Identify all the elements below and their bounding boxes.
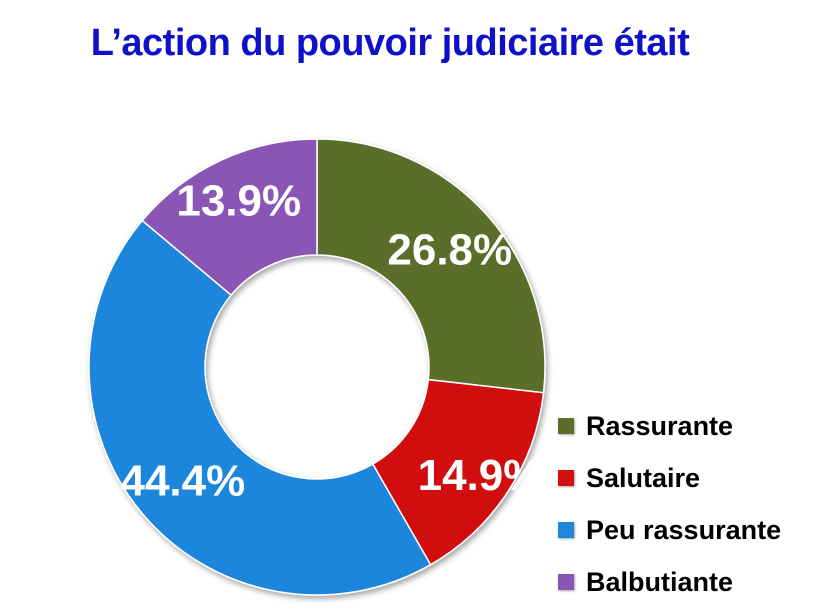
legend-label: Balbutiante <box>586 566 734 597</box>
legend-swatch <box>558 418 574 434</box>
legend-item-rassurante: Rassurante <box>558 400 781 452</box>
slice-balbutiante <box>141 138 318 297</box>
legend-swatch <box>558 574 574 590</box>
legend-swatch <box>558 522 574 538</box>
chart-title: L’action du pouvoir judiciaire était <box>90 22 690 64</box>
legend-item-peu-rassurante: Peu rassurante <box>558 504 781 556</box>
slice-rassurante <box>316 138 546 394</box>
legend-item-salutaire: Salutaire <box>558 452 781 504</box>
legend-label: Peu rassurante <box>586 514 782 545</box>
legend-item-balbutiante: Balbutiante <box>558 556 781 608</box>
legend-swatch <box>558 470 574 486</box>
slice-label-rassurante: 26.8% <box>387 225 512 274</box>
legend-label: Rassurante <box>586 410 734 441</box>
slice-label-salutaire: 14.9% <box>418 451 543 500</box>
slice-salutaire <box>371 378 545 566</box>
chart-legend: Rassurante Salutaire Peu rassurante Balbuti… <box>558 400 781 608</box>
slice-label-peu-rassurante: 44.4% <box>120 456 245 505</box>
slice-label-balbutiante: 13.9% <box>176 176 301 225</box>
slice-peu-rassurante <box>88 219 432 596</box>
legend-label: Salutaire <box>586 462 701 493</box>
